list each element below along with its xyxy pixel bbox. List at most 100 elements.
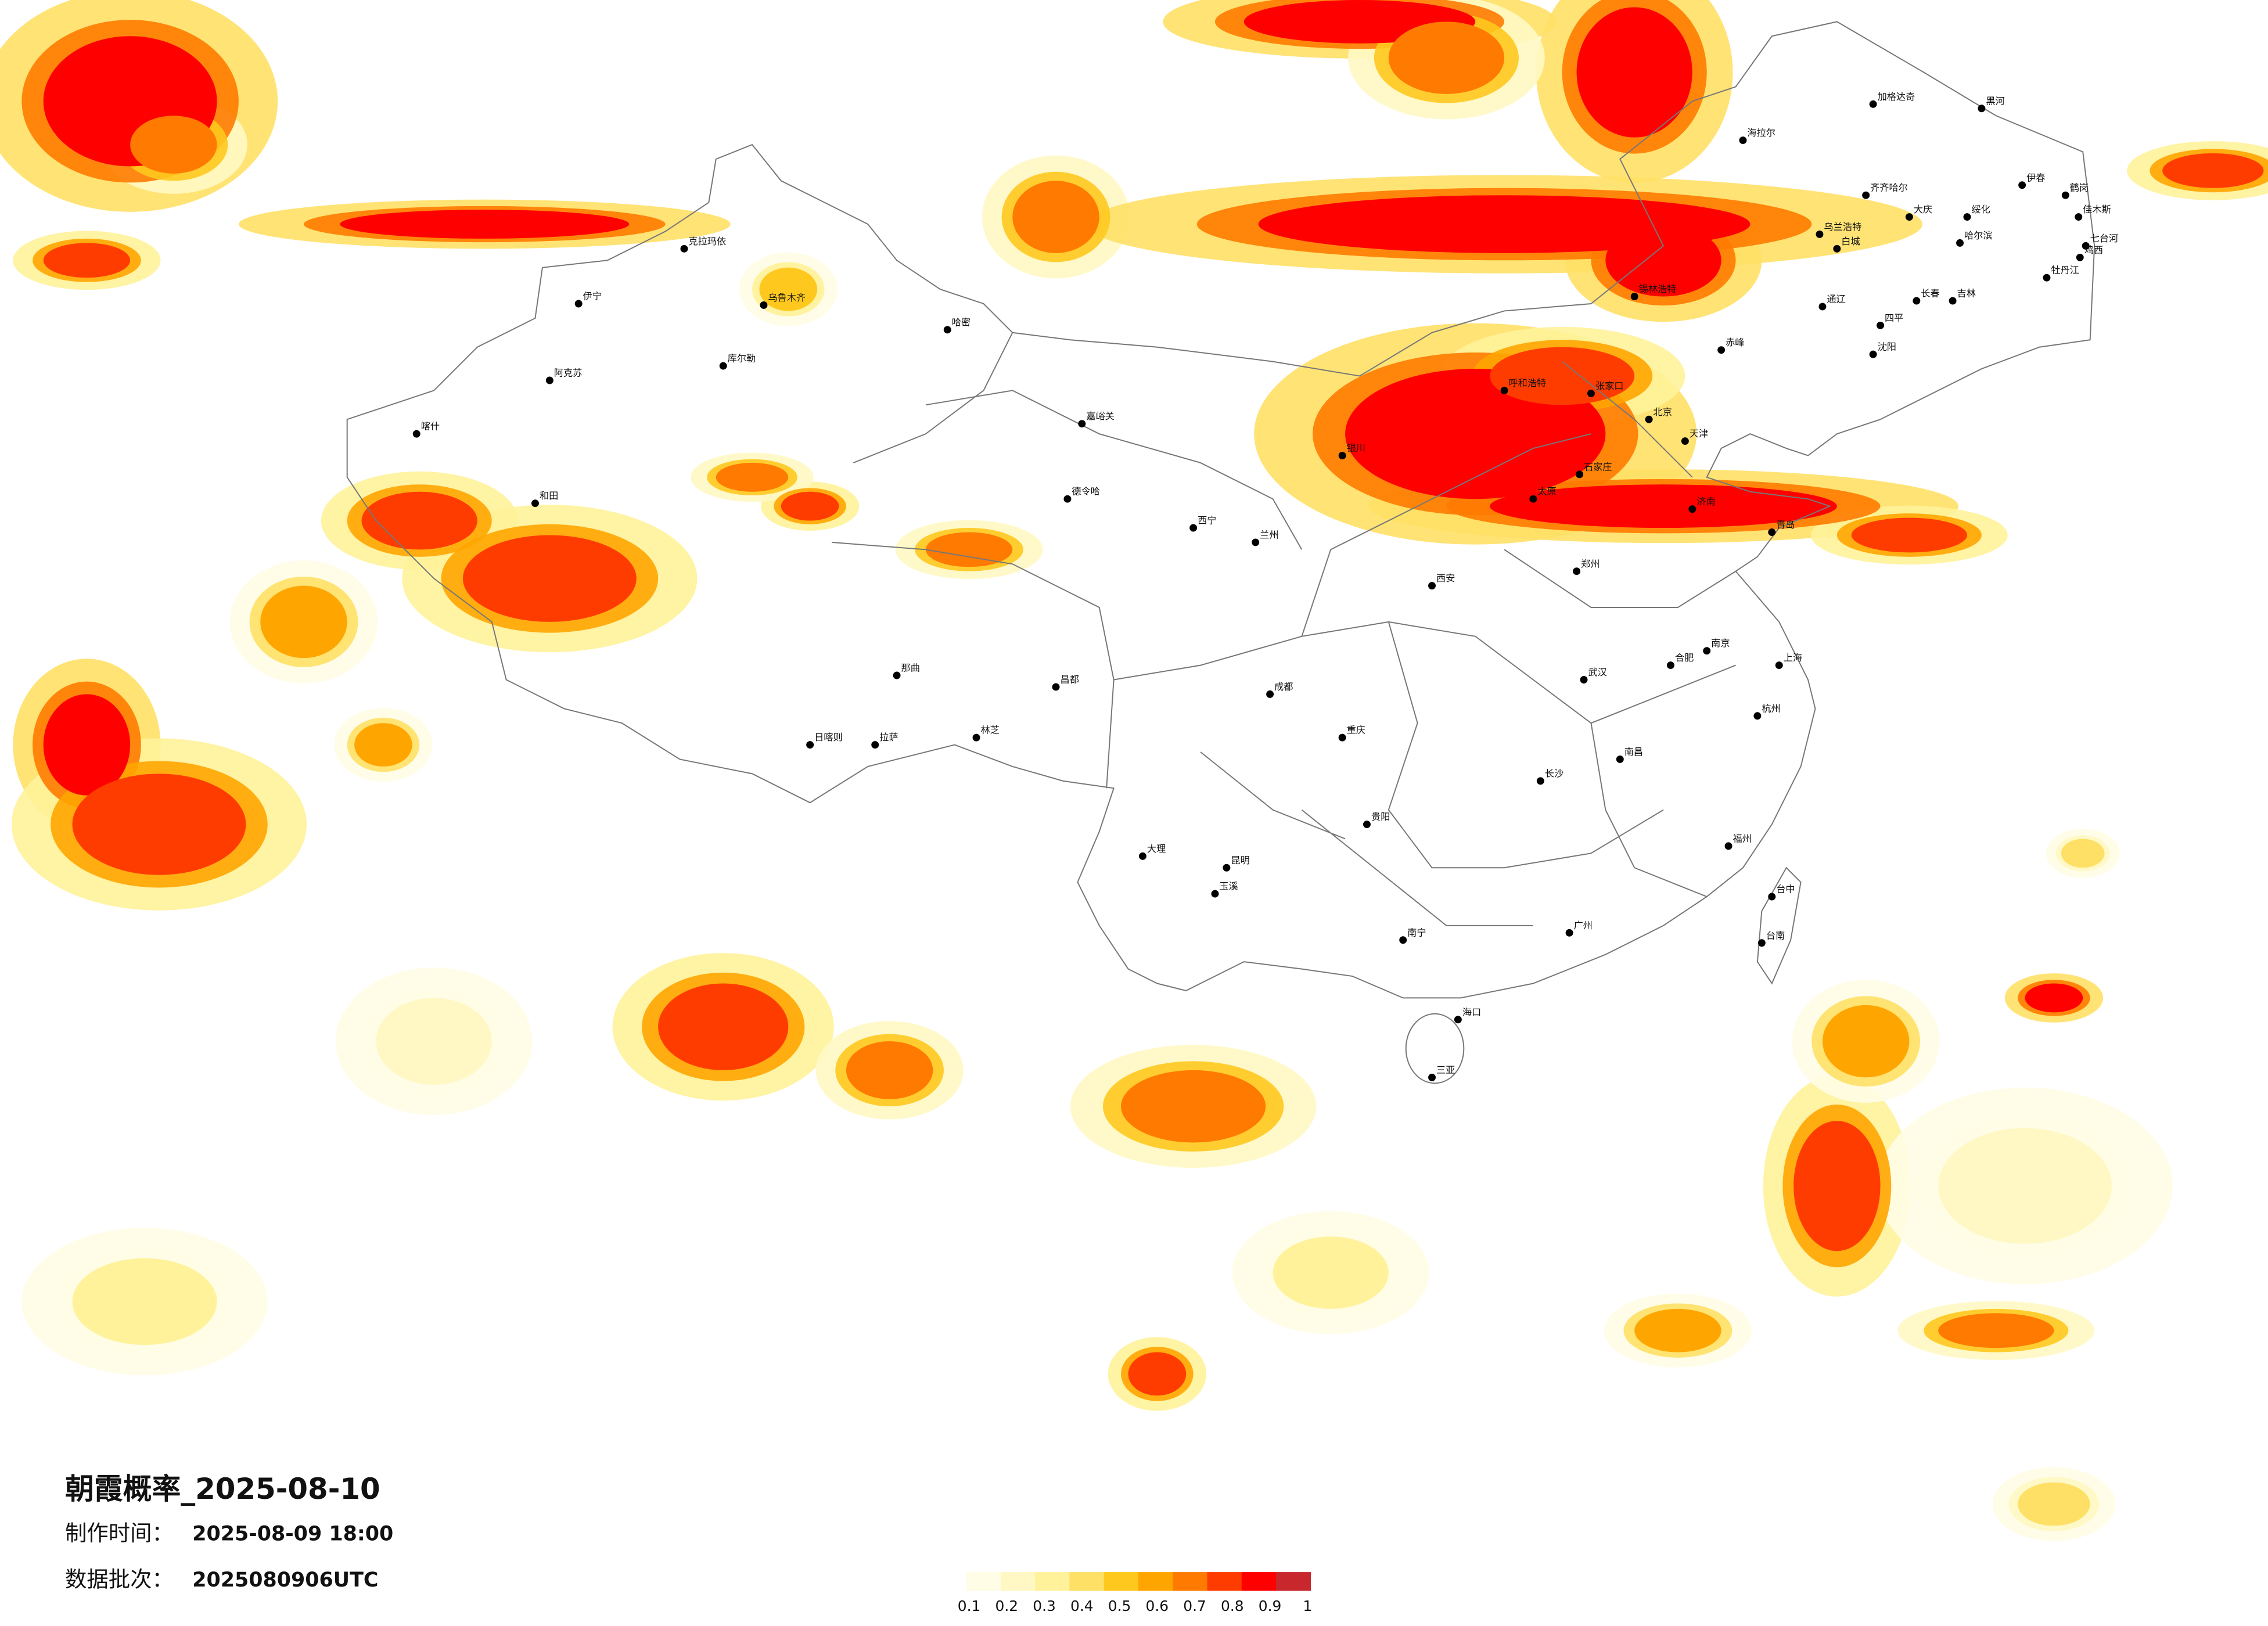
city-dot xyxy=(1739,136,1747,145)
city-dot xyxy=(719,362,727,370)
made-time: 2025-08-09 18:00 xyxy=(192,1522,393,1545)
city-dot xyxy=(1753,712,1762,720)
city-dot xyxy=(1189,524,1198,532)
city-label: 伊宁 xyxy=(583,291,602,302)
city-label: 那曲 xyxy=(901,663,920,674)
city-dot xyxy=(545,376,553,384)
city-label: 南京 xyxy=(1711,638,1730,649)
probability-core xyxy=(1128,1352,1187,1396)
city-dot xyxy=(2018,181,2026,189)
city-dot xyxy=(1963,213,1971,221)
city-dot xyxy=(1223,864,1231,872)
city-dot xyxy=(1724,842,1733,850)
city-dot xyxy=(1616,756,1624,763)
city-label: 大庆 xyxy=(1914,204,1932,215)
legend-label: 1 xyxy=(1303,1598,1312,1614)
province-border xyxy=(831,332,1737,926)
city-label: 海口 xyxy=(1462,1006,1481,1017)
city-dot xyxy=(1211,890,1219,898)
city-dot xyxy=(1078,420,1086,428)
city-label: 大理 xyxy=(1147,843,1166,854)
probability-core xyxy=(1851,517,1967,553)
probability-core xyxy=(1490,484,1837,528)
probability-core xyxy=(43,243,131,278)
city-label: 昌都 xyxy=(1060,674,1079,685)
city-dot xyxy=(2061,191,2069,199)
probability-core xyxy=(462,535,637,622)
legend-swatch xyxy=(966,1572,1001,1591)
probability-core xyxy=(1634,1308,1721,1352)
probability-core xyxy=(130,116,217,174)
city-label: 天津 xyxy=(1690,428,1708,439)
city-label: 济南 xyxy=(1696,496,1715,507)
city-label: 合肥 xyxy=(1675,652,1694,663)
city-dot xyxy=(1138,852,1146,860)
probability-core xyxy=(1822,1005,1910,1078)
city-label: 加格达奇 xyxy=(1878,91,1915,102)
city-label: 郑州 xyxy=(1581,558,1600,569)
city-dot xyxy=(1818,303,1827,311)
city-dot xyxy=(1500,386,1508,394)
probability-core xyxy=(1938,1128,2112,1244)
legend-label: 0.8 xyxy=(1221,1598,1244,1614)
city-dot xyxy=(972,733,980,742)
city-label: 和田 xyxy=(540,490,558,501)
city-dot xyxy=(1913,297,1921,305)
city-label: 鸡西 xyxy=(2084,244,2103,256)
city-dot xyxy=(1666,661,1674,670)
city-label: 三亚 xyxy=(1436,1064,1455,1075)
legend: 0.1 0.2 0.3 0.4 0.5 0.6 0.7 0.8 0.9 1 xyxy=(958,1572,1312,1614)
city-label: 青岛 xyxy=(1776,519,1795,530)
city-dot xyxy=(1580,676,1588,684)
city-label: 德令哈 xyxy=(1072,486,1100,497)
city-label: 海拉尔 xyxy=(1747,127,1775,138)
legend-swatch xyxy=(1104,1572,1139,1591)
city-label: 通辽 xyxy=(1827,294,1845,305)
probability-core xyxy=(1793,1121,1881,1251)
city-dot xyxy=(1565,929,1573,937)
city-label: 昆明 xyxy=(1231,855,1249,866)
city-dot xyxy=(1587,389,1595,397)
city-label: 白城 xyxy=(1841,236,1860,247)
city-label: 克拉玛依 xyxy=(688,236,726,247)
legend-swatch xyxy=(1138,1572,1173,1591)
probability-core xyxy=(260,585,347,659)
city-dot xyxy=(806,741,814,749)
city-label: 西安 xyxy=(1436,573,1455,584)
city-label: 嘉峪关 xyxy=(1086,411,1115,422)
probability-core xyxy=(759,267,818,311)
city-dot xyxy=(2082,242,2090,250)
probability-core xyxy=(1012,181,1099,253)
city-label: 呼和浩特 xyxy=(1509,377,1547,388)
legend-swatch xyxy=(1276,1572,1311,1591)
city-dot xyxy=(893,671,901,679)
legend-label: 0.2 xyxy=(995,1598,1019,1614)
city-dot xyxy=(1703,647,1711,655)
probability-core xyxy=(2018,1482,2090,1526)
city-label: 沈阳 xyxy=(1878,341,1896,352)
city-dot xyxy=(1869,100,1877,108)
city-dot xyxy=(680,244,688,253)
made-label: 制作时间： xyxy=(65,1520,174,1546)
city-dot xyxy=(1869,350,1877,358)
city-label: 长春 xyxy=(1921,288,1939,299)
city-label: 牡丹江 xyxy=(2051,265,2079,276)
legend-label: 0.9 xyxy=(1259,1598,1282,1614)
city-dot xyxy=(2076,253,2084,261)
legend-swatch xyxy=(1241,1572,1277,1591)
probability-core xyxy=(1605,224,1721,297)
city-label: 南宁 xyxy=(1407,927,1426,938)
city-dot xyxy=(871,741,879,749)
probability-core xyxy=(1121,1070,1266,1143)
city-label: 北京 xyxy=(1654,406,1672,418)
probability-core xyxy=(1938,1313,2054,1348)
probability-core xyxy=(72,774,246,875)
city-label: 林芝 xyxy=(981,725,1000,736)
city-dot xyxy=(1905,213,1913,221)
probability-core xyxy=(2025,983,2083,1013)
city-label: 贵阳 xyxy=(1371,811,1390,822)
legend-label: 0.6 xyxy=(1146,1598,1169,1614)
city-label: 成都 xyxy=(1274,681,1293,692)
